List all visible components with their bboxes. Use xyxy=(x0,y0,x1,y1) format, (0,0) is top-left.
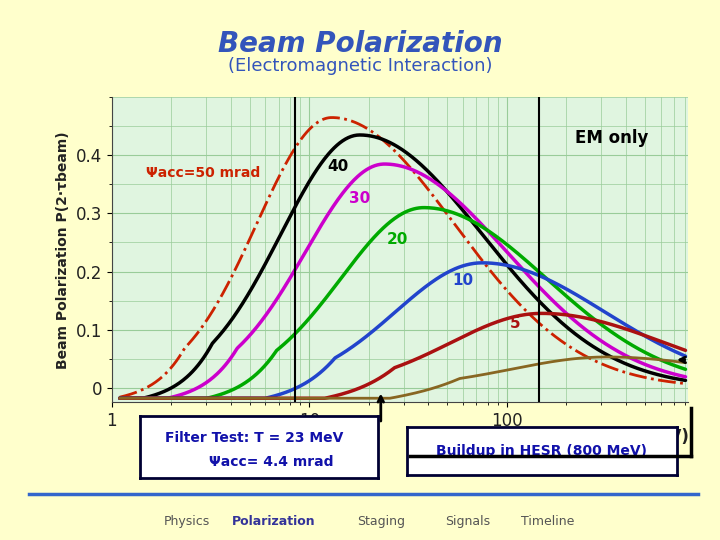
Text: EM only: EM only xyxy=(575,129,648,147)
Y-axis label: Beam Polarization P(2·τbeam): Beam Polarization P(2·τbeam) xyxy=(56,131,70,369)
Text: Timeline: Timeline xyxy=(521,515,574,528)
Text: 20: 20 xyxy=(387,232,408,247)
Text: 5: 5 xyxy=(510,316,521,332)
Text: Buildup in HESR (800 MeV): Buildup in HESR (800 MeV) xyxy=(436,444,647,458)
Text: Polarization: Polarization xyxy=(232,515,315,528)
Text: Ψacc=50 mrad: Ψacc=50 mrad xyxy=(146,166,261,180)
Text: Staging: Staging xyxy=(358,515,405,528)
Text: 30: 30 xyxy=(349,191,370,206)
Text: Physics: Physics xyxy=(164,515,210,528)
Text: Ψacc= 4.4 mrad: Ψacc= 4.4 mrad xyxy=(209,455,333,469)
Text: Signals: Signals xyxy=(446,515,490,528)
Text: T (MeV): T (MeV) xyxy=(616,428,689,447)
Text: 40: 40 xyxy=(328,159,348,174)
Text: (Electromagnetic Interaction): (Electromagnetic Interaction) xyxy=(228,57,492,75)
Text: 10: 10 xyxy=(453,273,474,288)
Text: Filter Test: T = 23 MeV: Filter Test: T = 23 MeV xyxy=(166,430,343,444)
Text: Beam Polarization: Beam Polarization xyxy=(217,30,503,58)
